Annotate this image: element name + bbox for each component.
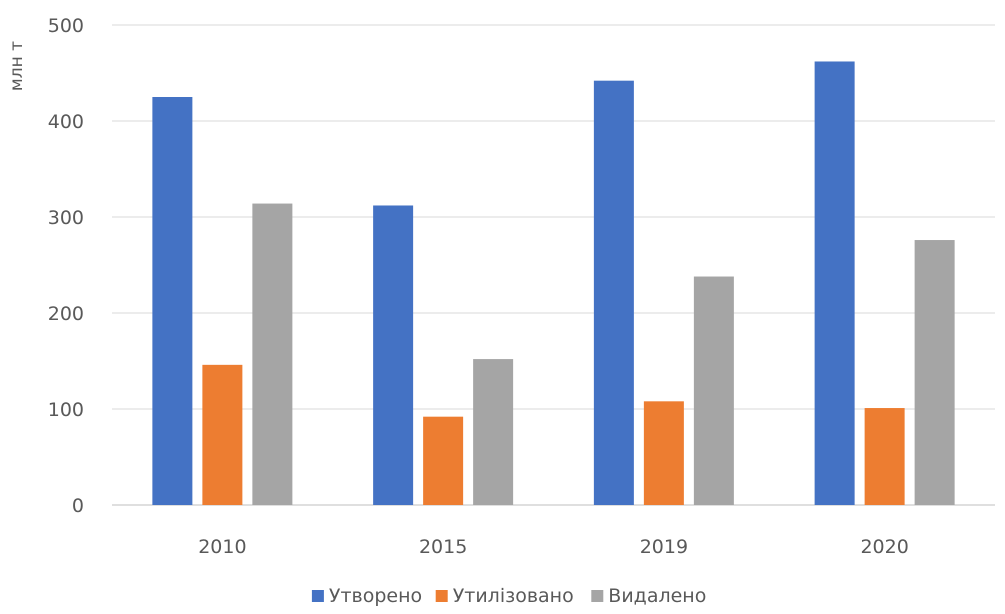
legend-item: Видалено — [591, 585, 706, 607]
x-axis-ticks: 2010 2015 2019 2020 — [198, 536, 909, 558]
gridlines — [112, 24, 995, 506]
y-tick-label: 100 — [48, 399, 84, 421]
y-tick-label: 500 — [48, 15, 84, 37]
bar-Утворено-2020 — [814, 61, 855, 505]
legend-label: Утилізовано — [453, 585, 574, 607]
bar-Видалено-2019 — [693, 276, 734, 505]
legend-item: Утилізовано — [435, 585, 574, 607]
bar-Утилізовано-2019 — [643, 401, 684, 505]
bar-Утворено-2015 — [373, 205, 414, 506]
x-tick-label: 2010 — [198, 536, 246, 558]
y-tick-label: 200 — [48, 303, 84, 325]
bar-Видалено-2020 — [914, 240, 955, 506]
legend-label: Видалено — [608, 585, 706, 607]
x-tick-label: 2015 — [419, 536, 467, 558]
legend: Утворено Утилізовано Видалено — [311, 585, 706, 607]
bars — [152, 61, 955, 506]
y-tick-label: 300 — [48, 207, 84, 229]
y-axis-title: млн т — [7, 41, 27, 91]
bar-Утилізовано-2020 — [864, 408, 905, 505]
legend-item: Утворено — [311, 585, 422, 607]
bar-Утилізовано-2015 — [423, 416, 464, 505]
legend-swatch — [591, 590, 604, 602]
legend-swatch — [435, 590, 448, 602]
y-tick-label: 0 — [72, 495, 84, 517]
y-axis-ticks: 0 100 200 300 400 500 — [48, 15, 84, 517]
bar-Видалено-2010 — [252, 203, 293, 505]
x-tick-label: 2020 — [860, 536, 908, 558]
bar-Утворено-2019 — [593, 80, 634, 506]
bar-Утворено-2010 — [152, 97, 193, 505]
bar-Видалено-2015 — [473, 359, 514, 505]
x-tick-label: 2019 — [640, 536, 688, 558]
bar-Утилізовано-2010 — [202, 364, 243, 505]
y-tick-label: 400 — [48, 111, 84, 133]
legend-swatch — [311, 590, 324, 602]
legend-label: Утворено — [329, 585, 422, 607]
